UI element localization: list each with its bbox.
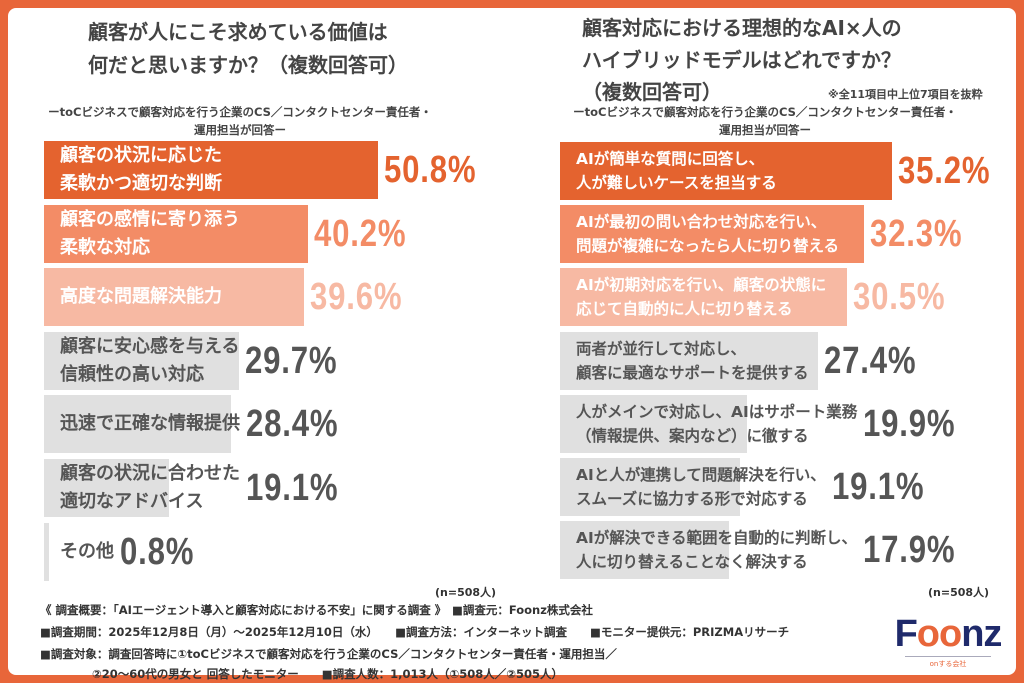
bar <box>44 459 170 517</box>
bar-value-label: 19.1% <box>246 467 339 509</box>
bar <box>560 458 740 516</box>
bar-category-label: 顧客の感情に寄り添う 柔軟な対応 <box>60 208 240 258</box>
bar-category-label: 迅速で正確な情報提供 <box>60 413 240 435</box>
left-chart-subtitle: ーtoCビジネスで顧客対応を行う企業のCS／コンタクトセンター責任者・ 運用担当… <box>48 105 432 137</box>
foonz-logo: Foonz onする会社 <box>894 613 1003 668</box>
bar-value-label: 29.7% <box>245 339 338 382</box>
right-chart-title: 顧客対応における理想的なAI×人の ハイブリッドモデルはどれですか？ （複数回答… <box>582 16 902 104</box>
left-chart-title: 顧客が人にこそ求めている価値は 何だと思いますか？（複数回答可） <box>88 20 408 77</box>
footer-line-2: ■調査期間：2025年12月8日（月）〜2025年12月10日（水） ■調査方法… <box>40 625 790 639</box>
bar-value-label: 0.8% <box>120 530 195 573</box>
bar-category-label: 両者が並行して対応し、 顧客に最適なサポートを提供する <box>576 339 809 382</box>
bar <box>560 331 819 390</box>
bar-category-label: 顧客の状況に応じた 柔軟かつ適切な判断 <box>60 145 222 194</box>
bar-value-label: 40.2% <box>314 212 407 255</box>
bar <box>560 521 729 580</box>
bar-value-label: 17.9% <box>863 529 956 572</box>
bar-category-label: AIが簡単な質問に回答し、 人が難しいケースを担当する <box>576 149 777 192</box>
bar-category-label: 高度な問題解決能力 <box>60 286 222 308</box>
bar-value-label: 19.1% <box>832 466 925 508</box>
footer-line-1: 《 調査概要：「AIエージェント導入と顧客対応における不安」に関する調査 》 ■… <box>40 603 593 617</box>
bar <box>560 205 865 264</box>
bar-value-label: 32.3% <box>870 213 963 256</box>
footer-line-4: ②20〜60代の男女と 回答したモニター ■調査人数：1,013人（①508人／… <box>92 667 563 681</box>
bar-value-label: 35.2% <box>897 150 991 192</box>
bar-category-label: AIが解決できる範囲を自動的に判断し、 人に切り替えることなく解決する <box>576 529 857 572</box>
bar-category-label: 顧客の状況に合わせた 適切なアドバイス <box>60 463 240 512</box>
bar-category-label: AIと人が連携して問題解決を行い、 スムーズに協力する形で対応する <box>576 465 826 508</box>
bar <box>560 394 748 453</box>
bar-category-label: その他 <box>60 540 114 562</box>
bar-value-label: 27.4% <box>824 339 917 382</box>
footer-line-3: ■調査対象：調査回答時に①toCビジネスで顧客対応を行う企業のCS／コンタクトセ… <box>40 647 617 661</box>
bar-category-label: AIが初期対応を行い、顧客の状態に 応じて自動的に人に切り替える <box>576 276 827 319</box>
bar <box>44 204 309 263</box>
bar-value-label: 19.9% <box>863 402 956 445</box>
bar <box>44 395 231 454</box>
bar-category-label: AIが最初の問い合わせ対応を行い、 問題が複雑になったら人に切り替える <box>576 213 840 256</box>
bar <box>44 522 50 581</box>
bar <box>44 268 305 327</box>
bar <box>44 331 240 390</box>
right-chart-subtitle: ーtoCビジネスで顧客対応を行う企業のCS／コンタクトセンター責任者・ 運用担当… <box>573 105 957 137</box>
bar <box>560 268 848 327</box>
bar-value-label: 39.6% <box>310 276 403 319</box>
right-chart-note: ※全11項目中上位7項目を抜粋 <box>828 88 983 101</box>
right-n-label: (n=508人) <box>928 586 990 599</box>
bar-value-label: 28.4% <box>246 403 339 446</box>
left-n-label: (n=508人) <box>435 586 497 599</box>
bar-value-label: 30.5% <box>853 276 946 319</box>
bar-category-label: 人がメインで対応し、AIはサポート業務 （情報提供、案内など）に徹する <box>576 402 858 445</box>
bar <box>44 141 378 199</box>
bar-category-label: 顧客に安心感を与える 信頼性の高い対応 <box>60 335 240 385</box>
bar-value-label: 50.8% <box>383 149 477 191</box>
bar <box>560 142 892 200</box>
